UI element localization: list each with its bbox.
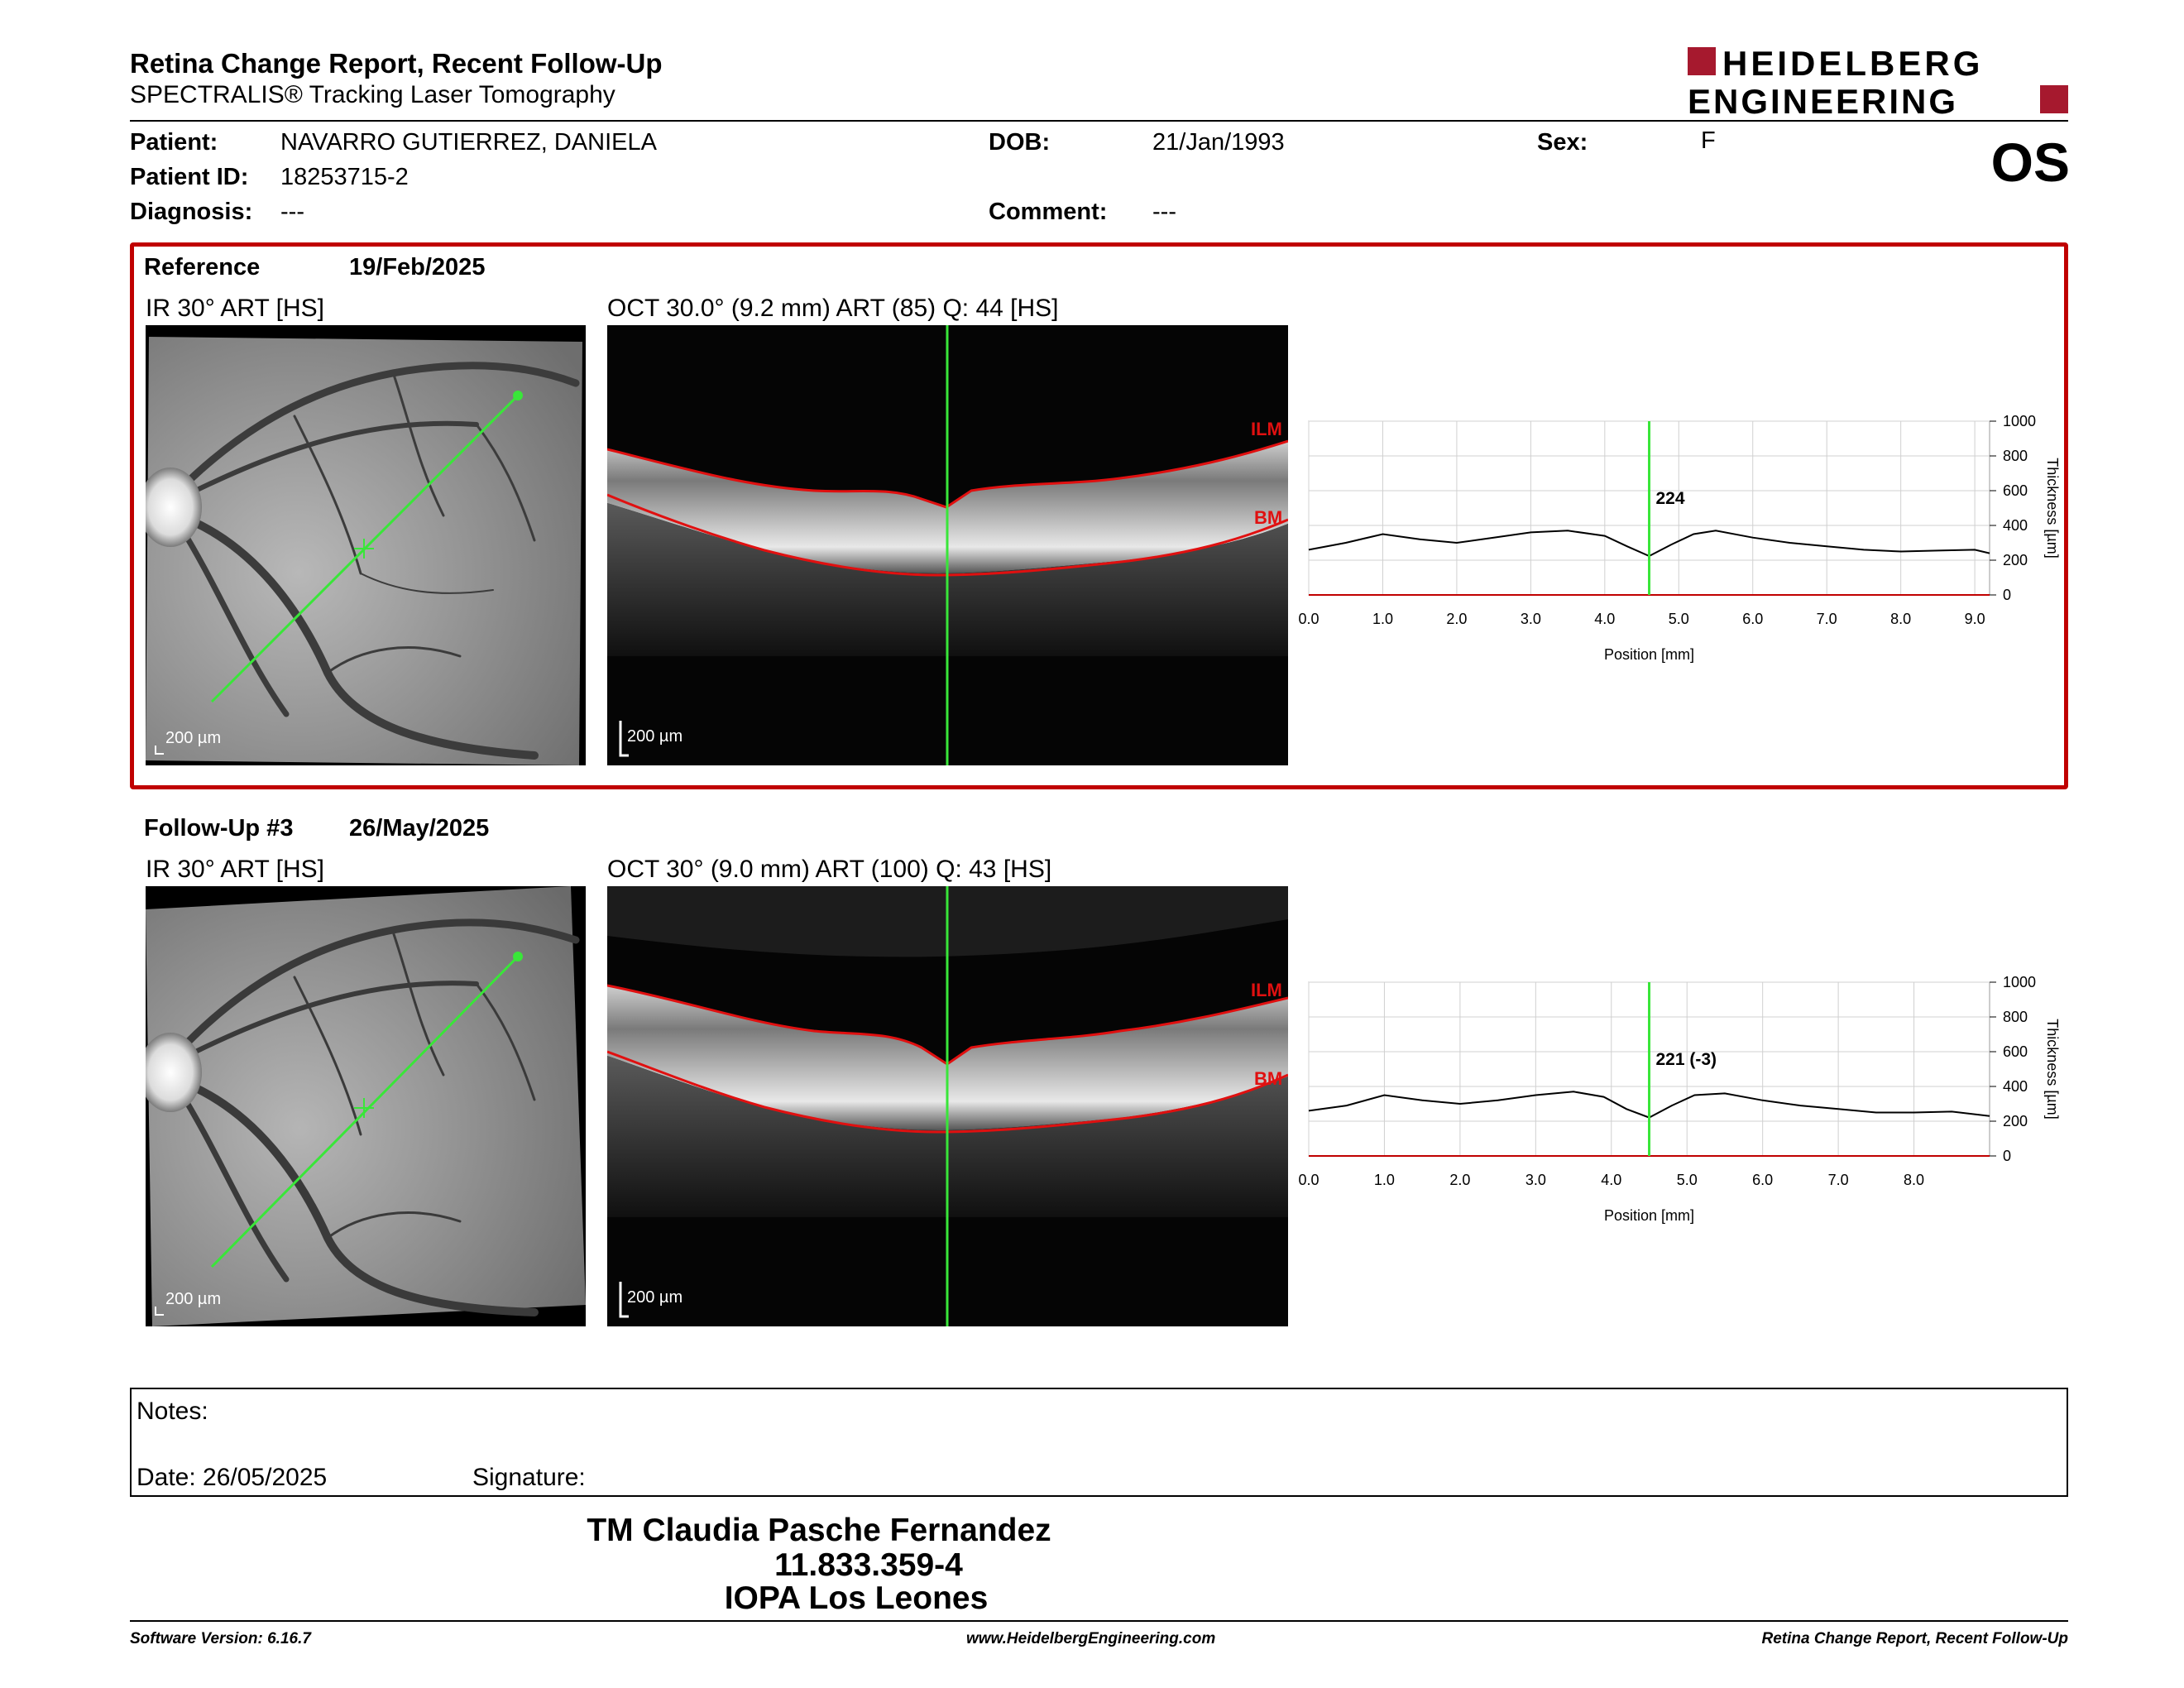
signer-institution: IOPA Los Leones — [724, 1580, 989, 1616]
chart-marker-value-label: 224 — [1656, 489, 1685, 508]
chart-y-tick-label: 400 — [2003, 517, 2028, 534]
logo-line1: HEIDELBERG — [1722, 46, 1983, 83]
report-subtitle: SPECTRALIS® Tracking Laser Tomography — [130, 81, 615, 108]
signer-name: TM Claudia Pasche Fernandez — [587, 1513, 1051, 1548]
chart-x-tick-label: 4.0 — [1594, 611, 1615, 627]
reference-frame — [130, 242, 2068, 789]
chart-y-tick-label: 200 — [2003, 552, 2028, 568]
chart-x-tick-label: 7.0 — [1828, 1172, 1849, 1188]
followup-oct-scale: 200 µm — [627, 1288, 683, 1307]
chart-x-tick-label: 1.0 — [1374, 1172, 1395, 1188]
chart-x-axis-label: Position [mm] — [1604, 646, 1694, 663]
chart-y-tick-label: 600 — [2003, 1043, 2028, 1060]
chart-x-tick-label: 6.0 — [1752, 1172, 1773, 1188]
patient-label: Patient: — [130, 129, 218, 156]
notes-date: Date: 26/05/2025 — [136, 1464, 328, 1491]
dob-value: 21/Jan/1993 — [1152, 129, 1285, 156]
chart-x-tick-label: 4.0 — [1601, 1172, 1621, 1188]
followup-date: 26/May/2025 — [349, 815, 490, 842]
chart-y-axis-label: Thickness [µm] — [2044, 1019, 2061, 1119]
footer-rule — [130, 1620, 2068, 1622]
reference-fundus-image[interactable]: 200 µm — [146, 325, 586, 765]
reference-bm-label: BM — [1254, 507, 1282, 528]
comment-label: Comment: — [989, 199, 1108, 225]
report-title: Retina Change Report, Recent Follow-Up — [130, 48, 663, 79]
reference-thickness-chart: 0.0 1.0 2.0 3.0 4.0 5.0 6.0 7.0 8.0 9.0 0 200 400 600… — [1299, 410, 2085, 683]
chart-y-tick-label: 200 — [2003, 1113, 2028, 1129]
followup-thickness-chart: 0.0 1.0 2.0 3.0 4.0 5.0 6.0 7.0 8.0 0 200 400 600 800… — [1299, 971, 2085, 1244]
chart-x-tick-label: 7.0 — [1817, 611, 1837, 627]
sex-value: F — [1701, 127, 1716, 154]
patient-id: 18253715-2 — [280, 164, 409, 190]
signer-id: 11.833.359-4 — [774, 1547, 963, 1583]
sex-label: Sex: — [1537, 129, 1588, 156]
chart-x-tick-label: 6.0 — [1742, 611, 1763, 627]
notes-label: Notes: — [136, 1398, 208, 1425]
footer-website: www.HeidelbergEngineering.com — [966, 1630, 1216, 1647]
diagnosis-label: Diagnosis: — [130, 199, 253, 225]
chart-x-tick-label: 5.0 — [1669, 611, 1689, 627]
chart-thickness-line — [1308, 530, 1990, 558]
followup-fundus-image[interactable]: 200 µm — [146, 886, 586, 1326]
reference-label: Reference — [144, 254, 261, 281]
chart-x-tick-label: 8.0 — [1890, 611, 1911, 627]
followup-bm-label: BM — [1254, 1068, 1282, 1089]
chart-y-tick-label: 400 — [2003, 1078, 2028, 1095]
chart-y-tick-label: 600 — [2003, 482, 2028, 499]
notes-box[interactable]: Notes: Date: 26/05/2025 Signature: — [130, 1388, 2068, 1497]
followup-label: Follow-Up #3 — [144, 815, 294, 842]
patient-name: NAVARRO GUTIERREZ, DANIELA — [280, 129, 657, 156]
reference-date: 19/Feb/2025 — [349, 254, 486, 281]
chart-y-axis-label: Thickness [µm] — [2044, 458, 2061, 558]
logo-line2: ENGINEERING — [1688, 82, 1958, 117]
chart-y-tick-label: 1000 — [2003, 413, 2036, 429]
chart-y-tick-label: 1000 — [2003, 974, 2036, 990]
signature-label: Signature: — [472, 1464, 586, 1491]
reference-oct-caption: OCT 30.0° (9.2 mm) ART (85) Q: 44 [HS] — [607, 295, 1059, 322]
chart-x-tick-label: 1.0 — [1372, 611, 1393, 627]
followup-ir-scale: 200 µm — [165, 1290, 222, 1308]
patient-id-label: Patient ID: — [130, 164, 249, 190]
chart-x-tick-label: 2.0 — [1449, 1172, 1470, 1188]
chart-x-tick-label: 3.0 — [1525, 1172, 1546, 1188]
chart-y-tick-label: 800 — [2003, 448, 2028, 464]
chart-x-tick-label: 3.0 — [1521, 611, 1541, 627]
footer-report: Retina Change Report, Recent Follow-Up — [1761, 1630, 2068, 1647]
eye-os: OS — [1990, 132, 2070, 193]
followup-oct-bscan[interactable]: ILM BM 200 µm — [607, 886, 1288, 1326]
chart-x-tick-label: 9.0 — [1965, 611, 1985, 627]
chart-marker-value-label: 221 (-3) — [1656, 1050, 1717, 1069]
dob-label: DOB: — [989, 129, 1051, 156]
followup-oct-caption: OCT 30° (9.0 mm) ART (100) Q: 43 [HS] — [607, 856, 1052, 883]
chart-y-tick-label: 0 — [2003, 587, 2011, 603]
chart-x-axis-label: Position [mm] — [1604, 1207, 1694, 1224]
followup-ilm-label: ILM — [1251, 980, 1282, 1000]
reference-oct-scale: 200 µm — [627, 727, 683, 746]
chart-x-tick-label: 0.0 — [1299, 611, 1320, 627]
comment-value: --- — [1152, 199, 1176, 225]
chart-x-tick-label: 0.0 — [1299, 1172, 1320, 1188]
chart-y-tick-label: 0 — [2003, 1148, 2011, 1164]
diagnosis-value: --- — [280, 199, 304, 225]
reference-oct-bscan[interactable]: ILM BM 200 µm — [607, 325, 1288, 765]
reference-ilm-label: ILM — [1251, 419, 1282, 439]
reference-ir-scale: 200 µm — [165, 729, 222, 747]
header-rule — [130, 120, 2068, 122]
followup-ir-caption: IR 30° ART [HS] — [146, 856, 324, 883]
chart-y-tick-label: 800 — [2003, 1009, 2028, 1025]
chart-x-tick-label: 5.0 — [1677, 1172, 1698, 1188]
footer-software: Software Version: 6.16.7 — [130, 1630, 311, 1647]
chart-x-tick-label: 8.0 — [1904, 1172, 1924, 1188]
reference-ir-caption: IR 30° ART [HS] — [146, 295, 324, 322]
chart-x-tick-label: 2.0 — [1446, 611, 1467, 627]
heidelberg-logo: HEIDELBERG ENGINEERING — [1688, 44, 2068, 121]
